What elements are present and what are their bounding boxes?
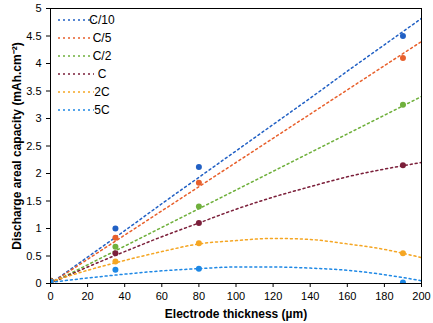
svg-text:0.5: 0.5 [26, 250, 41, 262]
svg-text:5C: 5C [94, 103, 110, 117]
svg-text:60: 60 [156, 290, 168, 302]
svg-text:Discharge areal capacity (mAh.: Discharge areal capacity (mAh.cm⁻²) [10, 42, 24, 249]
svg-text:C/2: C/2 [93, 49, 112, 63]
svg-text:180: 180 [375, 290, 393, 302]
svg-text:C/5: C/5 [93, 31, 112, 45]
svg-text:100: 100 [227, 290, 245, 302]
svg-text:2: 2 [35, 167, 41, 179]
svg-text:2C: 2C [94, 85, 110, 99]
svg-text:200: 200 [412, 290, 430, 302]
svg-text:3.5: 3.5 [26, 85, 41, 97]
svg-text:4: 4 [35, 57, 41, 69]
svg-text:C: C [98, 67, 107, 81]
svg-text:20: 20 [81, 290, 93, 302]
svg-text:1.5: 1.5 [26, 195, 41, 207]
svg-text:Electrode thickness (µm): Electrode thickness (µm) [165, 307, 307, 321]
svg-text:0: 0 [47, 290, 53, 302]
svg-text:1: 1 [35, 222, 41, 234]
svg-text:0: 0 [35, 277, 41, 289]
svg-text:40: 40 [119, 290, 131, 302]
svg-text:4.5: 4.5 [26, 30, 41, 42]
svg-text:2.5: 2.5 [26, 140, 41, 152]
svg-text:C/10: C/10 [89, 13, 115, 27]
svg-text:80: 80 [193, 290, 205, 302]
svg-text:140: 140 [301, 290, 319, 302]
svg-text:5: 5 [35, 2, 41, 14]
svg-text:120: 120 [264, 290, 282, 302]
svg-text:160: 160 [338, 290, 356, 302]
svg-text:3: 3 [35, 112, 41, 124]
